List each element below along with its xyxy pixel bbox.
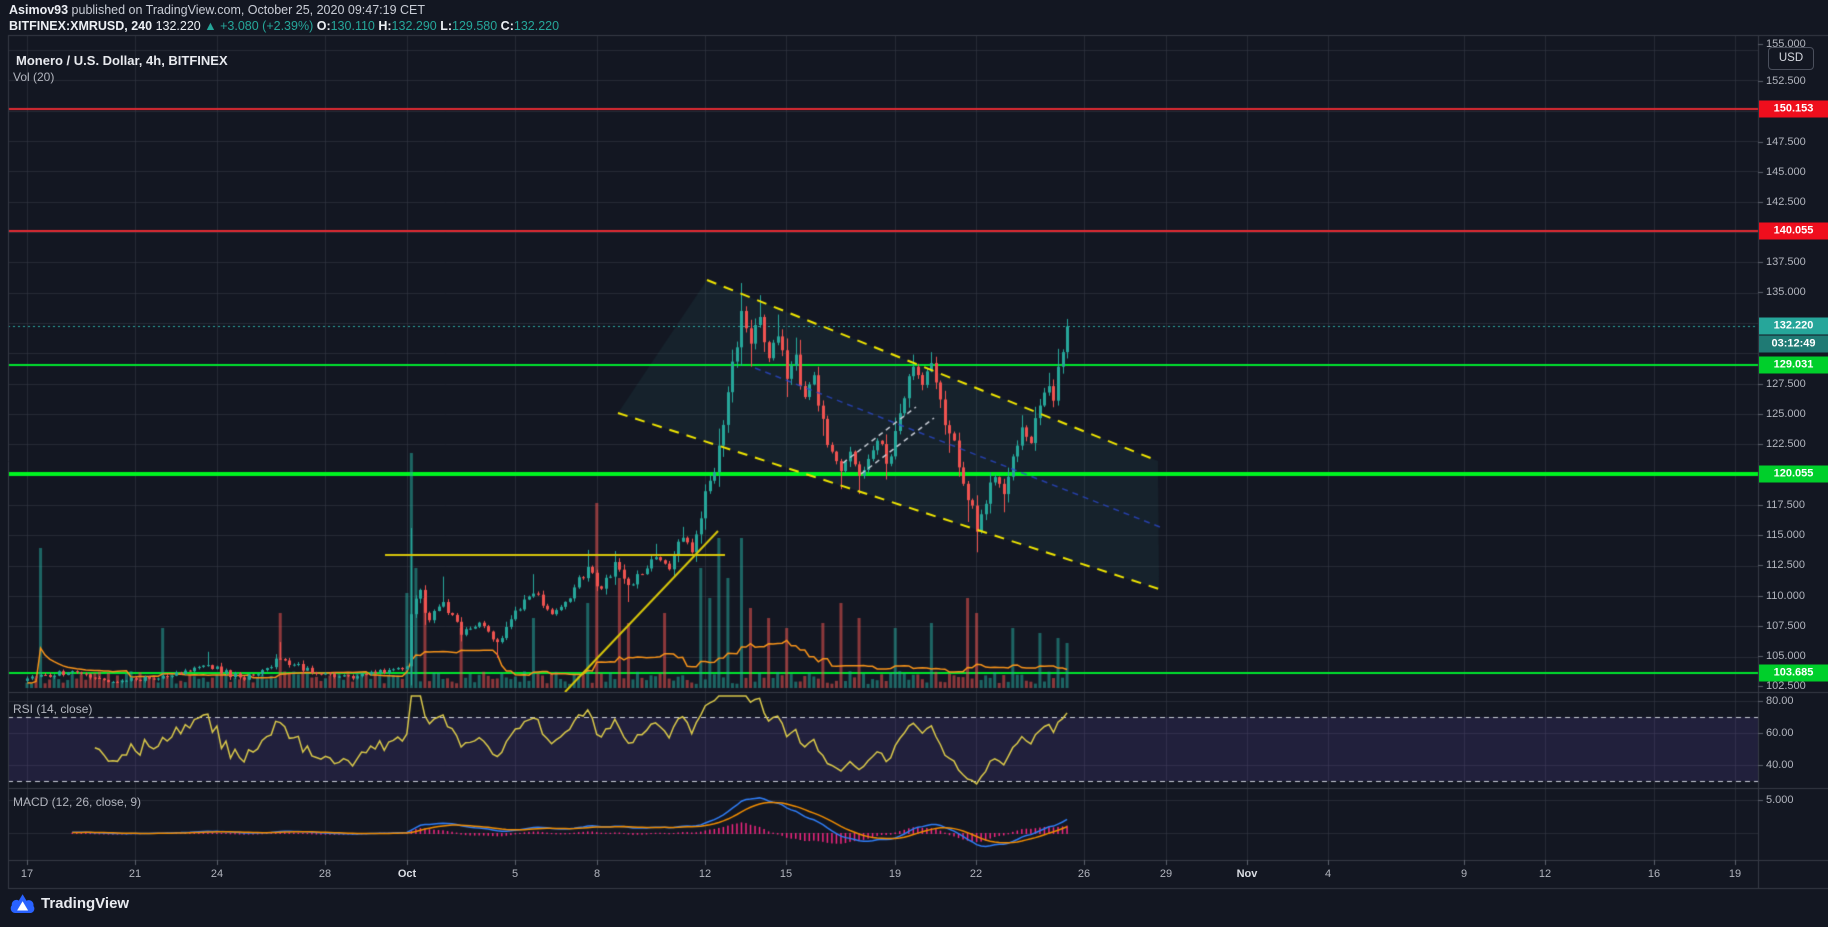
price-tick: 145.000 [1766, 166, 1806, 178]
rsi-tick: 60.00 [1766, 727, 1794, 739]
symbol-status-line: BITFINEX:XMRUSD, 240 132.220 ▲ +3.080 (+… [9, 19, 559, 33]
rsi-indicator-label: RSI (14, close) [13, 702, 93, 716]
price-tick: 115.000 [1766, 529, 1805, 541]
price-change: +3.080 (+2.39%) [220, 19, 314, 33]
time-label: 9 [1460, 868, 1468, 880]
tradingview-logo-text: TradingView [41, 895, 130, 912]
ohlc-key: C: [497, 19, 514, 33]
time-label: 29 [1159, 868, 1173, 880]
main-pane-title: Monero / U.S. Dollar, 4h, BITFINEX [16, 53, 228, 68]
ohlc-key: O: [316, 19, 331, 33]
ohlc-key: L: [436, 19, 453, 33]
price-tick: 125.000 [1766, 408, 1806, 420]
time-label: 8 [593, 868, 601, 880]
price-tick: 110.000 [1766, 590, 1805, 602]
volume-indicator-label: Vol (20) [13, 70, 55, 84]
ohlc-value: 132.220 [513, 19, 560, 33]
time-label: 21 [128, 868, 142, 880]
macd-tick: 5.000 [1766, 794, 1794, 806]
time-label: 22 [969, 868, 983, 880]
price-line-label: 132.220 [1759, 317, 1828, 335]
price-tick: 112.500 [1766, 559, 1805, 571]
tradingview-attribution[interactable]: TradingView [10, 893, 129, 914]
currency-unit-button[interactable]: USD [1768, 47, 1814, 70]
time-label: 16 [1647, 868, 1661, 880]
price-tick: 102.500 [1766, 680, 1806, 692]
price-line-label: 129.031 [1759, 356, 1828, 374]
time-label: 28 [318, 868, 332, 880]
publish-byline: Asimov93 published on TradingView.com, O… [9, 3, 425, 17]
time-label: 4 [1324, 868, 1332, 880]
time-label: Oct [397, 868, 417, 880]
price-tick: 137.500 [1766, 256, 1806, 268]
ohlc-key: H: [374, 19, 392, 33]
price-tick: 135.000 [1766, 286, 1806, 298]
price-tick: 117.500 [1766, 499, 1805, 511]
price-line-label: 103.685 [1759, 664, 1828, 682]
byline-text: published on TradingView.com, October 25… [68, 3, 426, 17]
time-label: 12 [1538, 868, 1552, 880]
macd-indicator-label: MACD (12, 26, close, 9) [13, 795, 142, 809]
price-tick: 147.500 [1766, 136, 1806, 148]
price-tick: 152.500 [1766, 75, 1806, 87]
price-tick: 107.500 [1766, 620, 1806, 632]
symbol-name: BITFINEX:XMRUSD, 240 [9, 19, 153, 33]
time-label: 15 [779, 868, 793, 880]
price-tick: 127.500 [1766, 378, 1806, 390]
author-name: Asimov93 [9, 3, 69, 17]
price-tick: 122.500 [1766, 438, 1806, 450]
last-price: 132.220 [155, 19, 201, 33]
price-line-label: 140.055 [1759, 222, 1828, 240]
time-label: Nov [1236, 868, 1258, 880]
time-label: 19 [888, 868, 902, 880]
countdown-label: 03:12:49 [1759, 335, 1828, 353]
rsi-tick: 80.00 [1766, 695, 1794, 707]
time-label: 19 [1728, 868, 1742, 880]
tradingview-logo-icon [10, 894, 35, 913]
rsi-tick: 40.00 [1766, 759, 1794, 771]
ohlc-value: 130.110 [330, 19, 375, 33]
ohlc-values: O:130.110 H:132.290 L:129.580 C:132.220 [317, 19, 559, 33]
ohlc-value: 129.580 [452, 19, 498, 33]
price-tick: 142.500 [1766, 196, 1806, 208]
time-label: 24 [210, 868, 224, 880]
price-line-label: 150.153 [1759, 100, 1828, 118]
ohlc-value: 132.290 [391, 19, 437, 33]
time-label: 12 [698, 868, 712, 880]
time-label: 26 [1077, 868, 1091, 880]
price-line-label: 120.055 [1759, 465, 1828, 483]
time-label: 17 [20, 868, 34, 880]
up-arrow-icon: ▲ [204, 19, 217, 33]
time-label: 5 [511, 868, 519, 880]
price-tick: 105.000 [1766, 650, 1806, 662]
